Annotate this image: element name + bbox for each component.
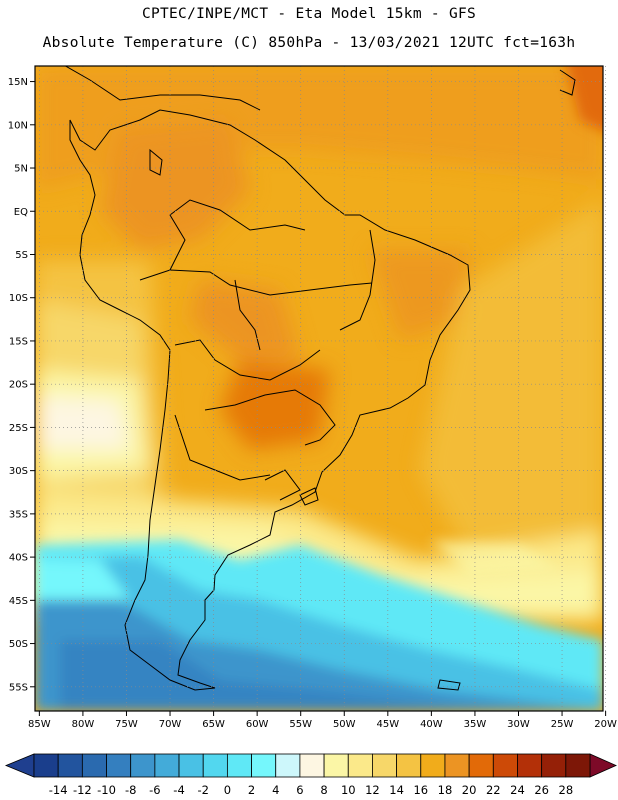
colorbar-tick-label: 0 bbox=[224, 783, 231, 797]
colorbar-tick-label: -4 bbox=[173, 783, 184, 797]
colorbar-swatch bbox=[468, 753, 494, 778]
lat-tick-label: 35S bbox=[9, 509, 28, 520]
temperature-field bbox=[35, 66, 603, 711]
colorbar-swatch bbox=[275, 753, 301, 778]
colorbar-swatch bbox=[444, 753, 470, 778]
colorbar-swatch bbox=[323, 753, 349, 778]
colorbar-tick-label: 8 bbox=[320, 783, 327, 797]
colorbar-tick-label: 10 bbox=[341, 783, 356, 797]
colorbar-swatch bbox=[251, 753, 277, 778]
longitude-axis: 85W 80W 75W 70W 65W 60W 55W 50W 45W 40W 35W 30W 25W 2… bbox=[28, 711, 617, 730]
colorbar-tick-label: 12 bbox=[365, 783, 380, 797]
colorbar-tick-label: -8 bbox=[125, 783, 136, 797]
colorbar-swatch bbox=[81, 753, 107, 778]
lon-tick-label: 25W bbox=[551, 719, 574, 730]
colorbar-swatch bbox=[154, 753, 180, 778]
colorbar-swatch bbox=[106, 753, 132, 778]
colorbar-tick-label: -12 bbox=[73, 783, 92, 797]
latitude-axis: 15N 10N 5N EQ 5S 10S 15S 20S 25S 30S 35S 40S 45S 50S 5… bbox=[8, 77, 35, 693]
lat-tick-label: 10N bbox=[8, 120, 28, 131]
colorbar-swatch bbox=[57, 753, 83, 778]
lat-tick-label: 50S bbox=[9, 639, 28, 650]
colorbar-tick-label: 28 bbox=[559, 783, 574, 797]
colorbar-low-arrow bbox=[4, 753, 35, 778]
colorbar-swatch bbox=[565, 753, 591, 778]
lat-tick-label: 20S bbox=[9, 380, 28, 391]
lat-tick-label: 30S bbox=[9, 466, 28, 477]
colorbar-swatch bbox=[130, 753, 156, 778]
map-frame bbox=[34, 65, 604, 712]
colorbar-swatch bbox=[372, 753, 398, 778]
colorbar-tick-label: 20 bbox=[462, 783, 477, 797]
colorbar-tick-label: -10 bbox=[97, 783, 116, 797]
lon-tick-label: 80W bbox=[72, 719, 95, 730]
colorbar-swatch bbox=[517, 753, 543, 778]
colorbar-tick-label: 6 bbox=[296, 783, 303, 797]
lat-tick-label: 5S bbox=[15, 250, 28, 261]
lat-tick-label: 15S bbox=[9, 336, 28, 347]
colorbar: -14 -12 -10 -8 -6 -4 -2 0 2 4 6 8 10 12 14 16 18 20 22 24 26… bbox=[4, 753, 617, 797]
lon-tick-label: 65W bbox=[202, 719, 225, 730]
colorbar-tick-label: -14 bbox=[49, 783, 68, 797]
lon-tick-label: 20W bbox=[594, 719, 617, 730]
colorbar-swatch bbox=[420, 753, 446, 778]
colorbar-swatch bbox=[396, 753, 422, 778]
colorbar-swatch bbox=[178, 753, 204, 778]
colorbar-tick-label: 4 bbox=[272, 783, 279, 797]
lat-tick-label: 25S bbox=[9, 423, 28, 434]
colorbar-tick-label: 2 bbox=[248, 783, 255, 797]
colorbar-tick-label: 26 bbox=[534, 783, 549, 797]
colorbar-swatch bbox=[492, 753, 518, 778]
lon-tick-label: 50W bbox=[333, 719, 356, 730]
colorbar-tick-label: -2 bbox=[197, 783, 208, 797]
colorbar-tick-label: 24 bbox=[510, 783, 525, 797]
lat-tick-label: 45S bbox=[9, 596, 28, 607]
lon-tick-label: 40W bbox=[420, 719, 443, 730]
lat-tick-label: 55S bbox=[9, 682, 28, 693]
coastlines bbox=[64, 66, 576, 691]
lon-tick-label: 45W bbox=[377, 719, 400, 730]
colorbar-swatch bbox=[33, 753, 59, 778]
colorbar-swatch bbox=[347, 753, 373, 778]
lon-tick-label: 70W bbox=[159, 719, 182, 730]
colorbar-swatch bbox=[541, 753, 567, 778]
map-subtitle: Absolute Temperature (C) 850hPa - 13/03/… bbox=[42, 35, 576, 51]
colorbar-swatch bbox=[226, 753, 252, 778]
graticule bbox=[35, 66, 606, 711]
colorbar-swatch bbox=[202, 753, 228, 778]
lat-tick-label: 40S bbox=[9, 553, 28, 564]
map-title: CPTEC/INPE/MCT - Eta Model 15km - GFS bbox=[141, 6, 477, 22]
lon-tick-label: 60W bbox=[246, 719, 269, 730]
colorbar-tick-label: 22 bbox=[486, 783, 501, 797]
lat-tick-label: 5N bbox=[14, 164, 28, 175]
lon-tick-label: 85W bbox=[28, 719, 51, 730]
colorbar-high-arrow bbox=[589, 753, 617, 778]
colorbar-swatch bbox=[299, 753, 325, 778]
lon-tick-label: 30W bbox=[507, 719, 530, 730]
colorbar-tick-label: 16 bbox=[413, 783, 428, 797]
lon-tick-label: 75W bbox=[115, 719, 138, 730]
lon-tick-label: 35W bbox=[464, 719, 487, 730]
lon-tick-label: 55W bbox=[289, 719, 312, 730]
lat-tick-label: EQ bbox=[14, 207, 28, 218]
lat-tick-label: 10S bbox=[9, 293, 28, 304]
lat-tick-label: 15N bbox=[8, 77, 28, 88]
colorbar-tick-label: -6 bbox=[149, 783, 160, 797]
colorbar-tick-label: 14 bbox=[389, 783, 404, 797]
colorbar-tick-label: 18 bbox=[438, 783, 453, 797]
